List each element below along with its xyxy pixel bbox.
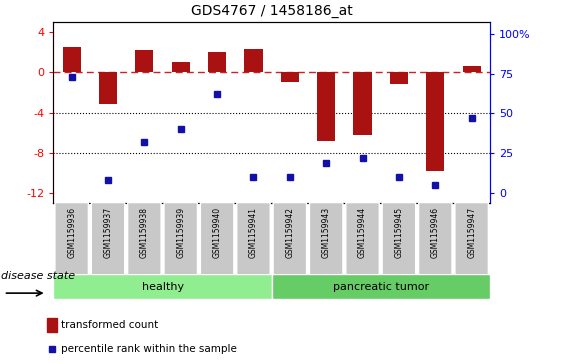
Bar [354,72,372,135]
FancyBboxPatch shape [273,203,306,275]
FancyBboxPatch shape [164,203,198,275]
FancyBboxPatch shape [346,203,379,275]
Text: GSM1159942: GSM1159942 [285,207,294,258]
Bar [317,72,336,141]
Text: GSM1159938: GSM1159938 [140,207,149,258]
Bar [208,52,226,72]
Bar [244,49,262,72]
Text: healthy: healthy [141,282,184,292]
Text: GSM1159940: GSM1159940 [213,207,222,258]
FancyBboxPatch shape [200,203,234,275]
Text: pancreatic tumor: pancreatic tumor [333,282,429,292]
Bar [271,274,490,299]
Bar [53,274,271,299]
Text: disease state: disease state [1,271,75,281]
Bar [390,72,408,84]
Text: GSM1159936: GSM1159936 [67,207,76,258]
Text: GSM1159943: GSM1159943 [321,207,330,258]
Text: percentile rank within the sample: percentile rank within the sample [61,344,237,354]
Bar [99,72,117,105]
Text: GSM1159939: GSM1159939 [176,207,185,258]
FancyBboxPatch shape [128,203,161,275]
Bar [281,72,299,82]
Bar [135,50,154,72]
FancyBboxPatch shape [418,203,452,275]
Text: GSM1159947: GSM1159947 [467,207,476,258]
Bar [172,62,190,72]
FancyBboxPatch shape [91,203,125,275]
Text: GSM1159945: GSM1159945 [395,207,404,258]
Bar [62,47,81,72]
Bar [47,318,56,332]
Title: GDS4767 / 1458186_at: GDS4767 / 1458186_at [191,4,352,18]
Text: GSM1159944: GSM1159944 [358,207,367,258]
FancyBboxPatch shape [55,203,88,275]
Bar [426,72,444,171]
Text: GSM1159937: GSM1159937 [104,207,113,258]
FancyBboxPatch shape [382,203,415,275]
FancyBboxPatch shape [455,203,488,275]
FancyBboxPatch shape [237,203,270,275]
Text: GSM1159946: GSM1159946 [431,207,440,258]
Text: transformed count: transformed count [61,320,158,330]
FancyBboxPatch shape [310,203,343,275]
Bar [463,66,481,72]
Text: GSM1159941: GSM1159941 [249,207,258,258]
